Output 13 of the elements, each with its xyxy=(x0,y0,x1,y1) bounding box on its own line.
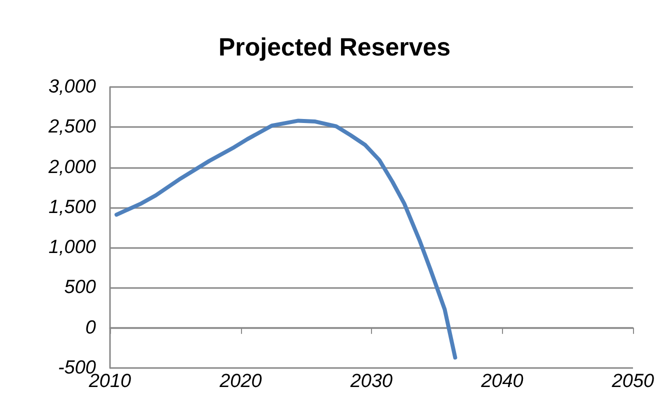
y-tick-label: 1,500 xyxy=(48,196,96,218)
x-tick-label: 2050 xyxy=(610,371,655,392)
y-tick-label: 1,000 xyxy=(48,237,96,258)
y-tick-label: 0 xyxy=(85,317,96,338)
x-tick-label: 2020 xyxy=(218,371,262,392)
line-series xyxy=(114,118,458,360)
y-tick-label: 2,000 xyxy=(47,156,96,178)
y-tick-label: 2,500 xyxy=(47,116,96,138)
y-tick-label: 3,000 xyxy=(48,76,96,98)
y-tick-label: 500 xyxy=(64,277,96,298)
chart-title: Projected Reserves xyxy=(218,34,451,62)
x-tick-label: 2040 xyxy=(480,371,524,392)
x-tick-label: 2030 xyxy=(349,371,394,392)
